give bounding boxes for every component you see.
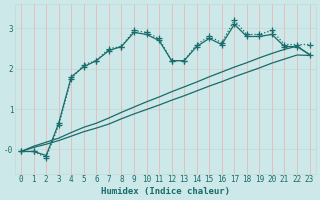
X-axis label: Humidex (Indice chaleur): Humidex (Indice chaleur) [101, 187, 230, 196]
